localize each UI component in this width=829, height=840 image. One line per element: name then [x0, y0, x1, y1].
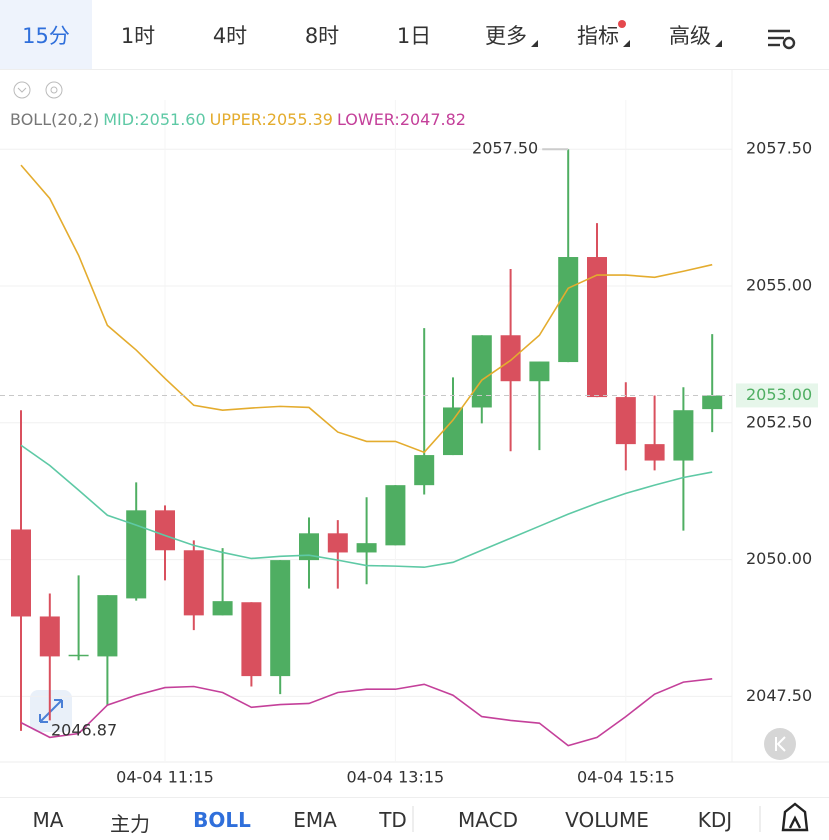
period-tab[interactable]: 1日 — [396, 23, 432, 48]
indicator-legend: BOLL(20,2) MID:2051.60 UPPER:2055.39 LOWER… — [10, 110, 466, 129]
candle-body — [11, 529, 31, 617]
candle-body — [183, 550, 204, 616]
candle-body — [644, 444, 665, 461]
x-tick-label: 04-04 11:15 — [116, 768, 214, 787]
y-tick-label: 2055.00 — [746, 276, 812, 295]
x-tick-label: 04-04 13:15 — [347, 768, 445, 787]
candle-body — [299, 533, 319, 561]
x-tick-label: 04-04 15:15 — [577, 768, 675, 787]
last-price-label: 2053.00 — [746, 385, 812, 404]
candle-body — [673, 410, 694, 461]
period-tab[interactable]: 8时 — [304, 23, 340, 48]
boll-line — [20, 164, 713, 454]
candle-body — [155, 510, 175, 551]
boll-line — [20, 678, 713, 747]
period-tabs: 15分 1时 4时 8时 1日 更多 指标 高级 — [0, 0, 829, 70]
y-tick-label: 2047.50 — [746, 686, 812, 705]
dropdown-arrow — [531, 40, 538, 47]
dropdown-arrow — [623, 40, 630, 47]
layout-icon[interactable] — [768, 29, 796, 50]
candle-body — [327, 533, 348, 553]
indicator-tab[interactable]: KDJ — [697, 808, 733, 832]
last-price-box — [736, 383, 818, 408]
scroll-end-icon — [775, 736, 786, 752]
candle-body — [97, 595, 118, 657]
expand-icon — [39, 699, 63, 723]
period-tab[interactable]: 更多 — [460, 0, 552, 69]
candle-body — [500, 335, 521, 382]
indicator-tab[interactable]: MACD — [458, 808, 518, 832]
indicator-name: BOLL(20,2) — [10, 110, 100, 129]
candle-body — [241, 602, 262, 677]
candle-body — [414, 455, 435, 486]
candle-body — [529, 361, 550, 382]
indicator-tab[interactable]: BOLL — [193, 808, 251, 832]
candle-body — [385, 485, 406, 546]
collapse-icon[interactable] — [13, 81, 31, 99]
candle-body — [39, 616, 60, 657]
y-tick-label: 2052.50 — [746, 412, 812, 431]
indicator-tab[interactable]: MA — [32, 808, 64, 832]
candle-body — [615, 397, 636, 445]
drawing-tool-icon[interactable] — [781, 802, 809, 832]
legend-entry: UPPER:2055.39 — [209, 110, 333, 129]
candle-body — [443, 407, 463, 456]
max-label: 2057.50 — [472, 139, 538, 158]
candle-body — [126, 510, 147, 599]
y-tick-label: 2057.50 — [746, 139, 812, 158]
y-tick-label: 2050.00 — [746, 549, 812, 568]
period-tab[interactable]: 4时 — [212, 23, 248, 48]
period-tab[interactable]: 15分 — [0, 0, 92, 69]
candle-body — [471, 335, 492, 408]
settings-icon-center — [50, 86, 58, 94]
collapse-icon-arrow — [17, 87, 27, 93]
min-label: 2046.87 — [51, 720, 117, 739]
indicator-tab[interactable]: 主力 — [110, 812, 150, 836]
candle-body — [356, 543, 377, 553]
indicator-tabs: MA 主力 BOLL EMA TD MACD VOLUME KDJ — [0, 797, 829, 840]
scroll-end-button[interactable] — [764, 728, 796, 760]
legend-entry: MID:2051.60 — [103, 110, 206, 129]
period-tab[interactable]: 指标 — [552, 0, 644, 69]
candle-body — [212, 601, 233, 616]
candle-body — [587, 257, 607, 398]
period-tab[interactable]: 高级 — [644, 0, 736, 69]
indicator-tab[interactable]: VOLUME — [565, 808, 649, 832]
candle-body — [270, 560, 291, 677]
candle-body — [68, 654, 89, 657]
boll-line — [20, 444, 713, 569]
indicator-tab[interactable]: EMA — [293, 808, 337, 832]
notice-dot — [618, 20, 626, 28]
candle-body — [558, 257, 579, 363]
dropdown-arrow — [715, 40, 722, 47]
candle-body — [702, 395, 723, 410]
indicator-tab[interactable]: TD — [379, 808, 407, 832]
legend-entry: LOWER:2047.82 — [336, 110, 466, 129]
period-tab[interactable]: 1时 — [120, 23, 156, 48]
settings-icon[interactable] — [45, 81, 63, 99]
